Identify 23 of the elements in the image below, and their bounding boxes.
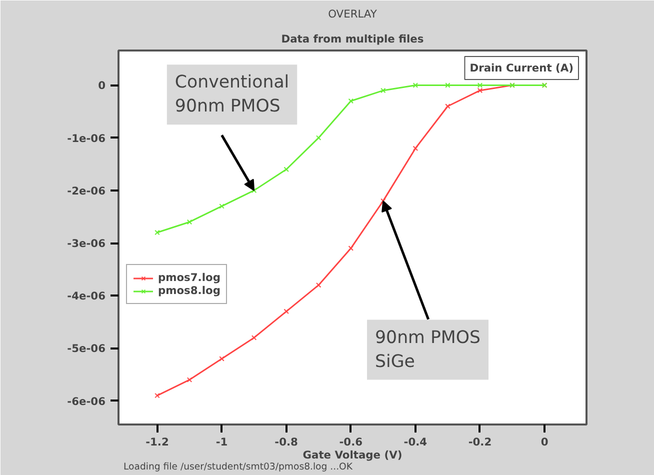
- x-tick-label: -0.8: [274, 436, 298, 448]
- x-axis-title: Gate Voltage (V): [302, 448, 402, 462]
- y-tick-label: -6e-06: [67, 394, 106, 408]
- chart-subtitle: Data from multiple files: [281, 32, 424, 46]
- chart-title: OVERLAY: [328, 8, 378, 20]
- x-tick-label: -0.4: [404, 436, 428, 448]
- legend-label: pmos7.log: [158, 271, 220, 284]
- x-tick-label: -0.6: [339, 436, 363, 448]
- x-tick-label: -1.2: [146, 436, 169, 448]
- x-tick-label: -0.2: [468, 436, 492, 448]
- y-tick-label: -2e-06: [67, 184, 106, 198]
- y-tick-label: -3e-06: [67, 237, 106, 250]
- annotation: 90nm PMOS SiGe: [375, 328, 480, 372]
- text: Loading file /user/student/smt03/pmos8.log ...OK: [124, 462, 354, 472]
- x-tick-label: 0: [540, 436, 548, 448]
- y-tick-label: 0: [98, 79, 106, 92]
- y-tick-label: -5e-06: [67, 342, 106, 356]
- y-axis-title: Drain Current (A): [470, 62, 574, 74]
- y-tick-label: -1e-06: [67, 132, 106, 145]
- x-tick-label: -1: [216, 436, 228, 448]
- annotation: Conventional 90nm PMOS: [174, 72, 290, 117]
- y-tick-label: -4e-06: [67, 290, 106, 303]
- legend-label: pmos8.log: [158, 284, 220, 297]
